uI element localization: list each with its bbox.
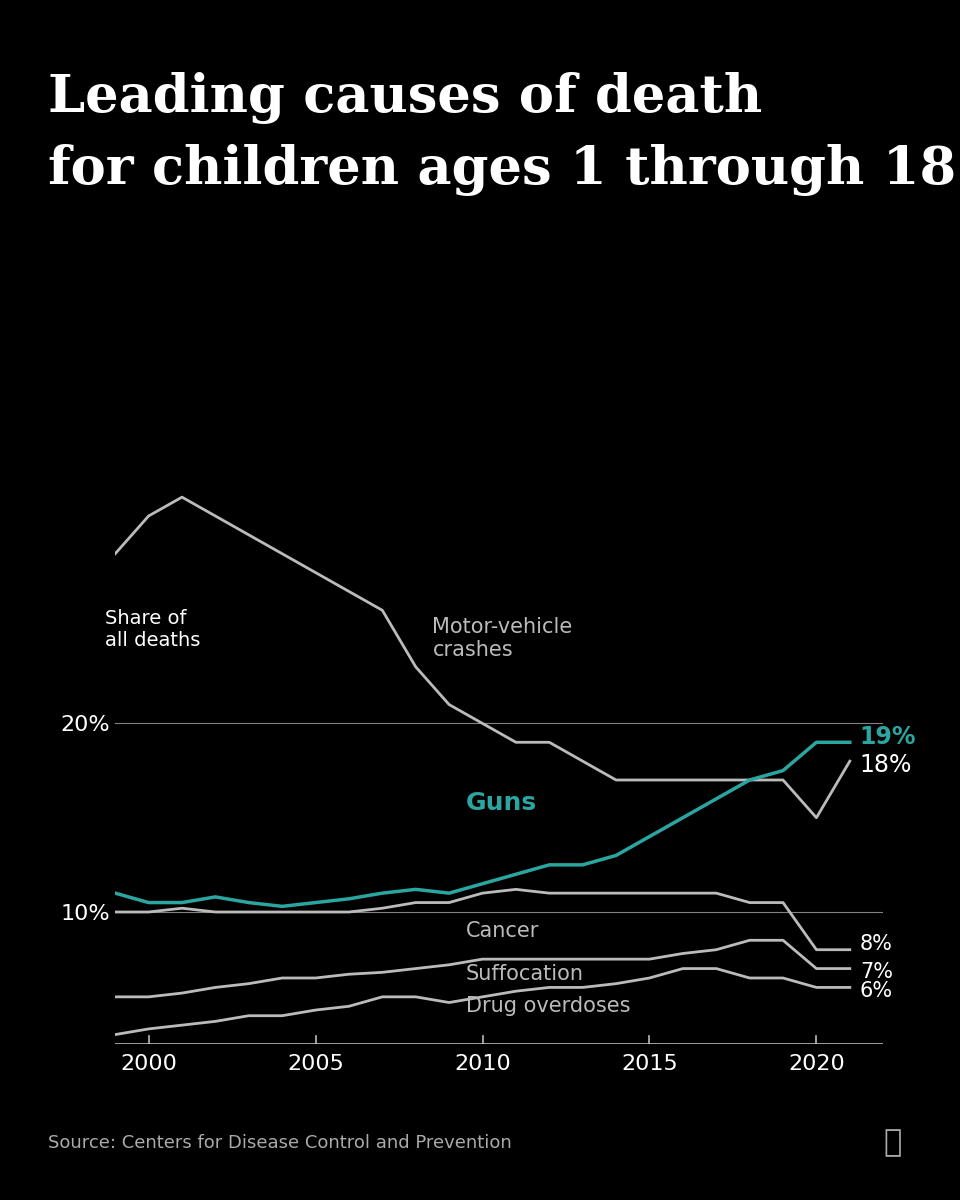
Text: Suffocation: Suffocation <box>466 965 584 984</box>
Text: Drug overdoses: Drug overdoses <box>466 996 631 1016</box>
Text: Guns: Guns <box>466 791 537 815</box>
Text: Share of
all deaths: Share of all deaths <box>106 608 201 649</box>
Text: Leading causes of death: Leading causes of death <box>48 72 762 124</box>
Text: for children ages 1 through 18: for children ages 1 through 18 <box>48 144 956 196</box>
Text: Motor-vehicle
crashes: Motor-vehicle crashes <box>432 617 573 660</box>
Text: 18%: 18% <box>860 752 912 776</box>
Text: Source: Centers for Disease Control and Prevention: Source: Centers for Disease Control and … <box>48 1134 512 1152</box>
Text: Ⓣ: Ⓣ <box>883 1127 902 1158</box>
Text: 19%: 19% <box>860 725 917 749</box>
Text: 7%: 7% <box>860 962 893 983</box>
Text: 6%: 6% <box>860 982 893 1001</box>
Text: Cancer: Cancer <box>466 920 540 941</box>
Text: 8%: 8% <box>860 934 893 954</box>
